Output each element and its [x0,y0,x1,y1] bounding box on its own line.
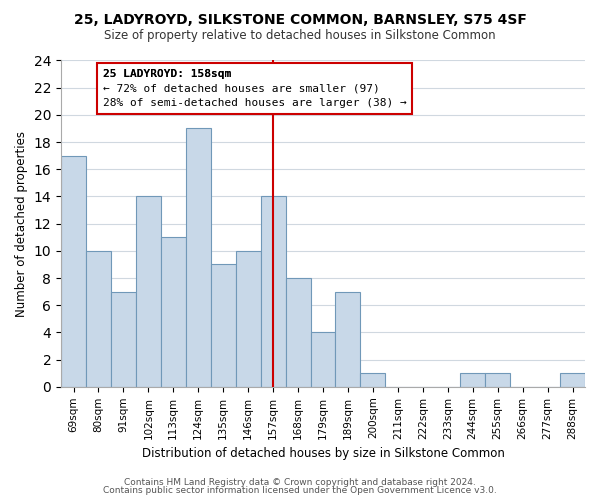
Text: 25 LADYROYD: 158sqm
← 72% of detached houses are smaller (97)
28% of semi-detach: 25 LADYROYD: 158sqm ← 72% of detached ho… [103,68,407,108]
Y-axis label: Number of detached properties: Number of detached properties [15,130,28,316]
Bar [161,238,186,387]
Bar [560,373,585,387]
Bar [236,251,260,387]
X-axis label: Distribution of detached houses by size in Silkstone Common: Distribution of detached houses by size … [142,447,505,460]
Text: 25 LADYROYD: 158sqm: 25 LADYROYD: 158sqm [103,68,231,78]
Text: 25, LADYROYD, SILKSTONE COMMON, BARNSLEY, S75 4SF: 25, LADYROYD, SILKSTONE COMMON, BARNSLEY… [74,12,526,26]
Bar [186,128,211,387]
Bar [260,196,286,387]
Bar [460,373,485,387]
Text: Contains public sector information licensed under the Open Government Licence v3: Contains public sector information licen… [103,486,497,495]
Bar [61,156,86,387]
Bar [286,278,311,387]
Bar [211,264,236,387]
Bar [311,332,335,387]
Text: Contains HM Land Registry data © Crown copyright and database right 2024.: Contains HM Land Registry data © Crown c… [124,478,476,487]
Bar [361,373,385,387]
Bar [136,196,161,387]
Bar [485,373,510,387]
Text: Size of property relative to detached houses in Silkstone Common: Size of property relative to detached ho… [104,29,496,42]
Bar [111,292,136,387]
Bar [86,251,111,387]
Bar [335,292,361,387]
